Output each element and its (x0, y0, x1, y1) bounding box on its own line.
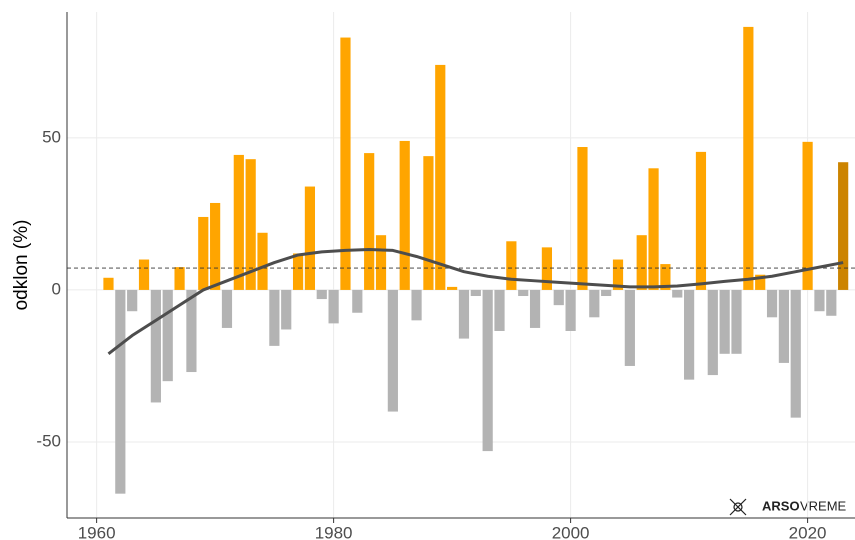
bar (328, 289, 339, 324)
bar (826, 289, 837, 316)
bar (210, 202, 221, 290)
bar (589, 289, 600, 318)
bar (281, 289, 292, 330)
bar (731, 289, 742, 354)
bar (636, 235, 647, 290)
x-tick-label: 1980 (315, 523, 353, 540)
x-tick-label: 2000 (552, 523, 590, 540)
bar (814, 289, 825, 312)
bar (577, 147, 588, 290)
x-tick-label: 2020 (789, 523, 827, 540)
bar (802, 141, 813, 290)
bar (565, 289, 576, 331)
bar (458, 289, 470, 339)
bar (695, 151, 707, 290)
bar (778, 289, 789, 363)
bar (364, 153, 375, 290)
bar (221, 289, 233, 328)
logo: ARSO VREME (729, 498, 847, 516)
bar (482, 289, 493, 452)
y-axis-label: odklon (%) (11, 220, 32, 311)
bar (624, 289, 635, 366)
logo-text: VREME (800, 498, 847, 513)
bar (186, 289, 197, 373)
bar (269, 289, 280, 346)
bar (423, 156, 434, 290)
y-tick-label: -50 (36, 431, 61, 450)
bar (743, 26, 754, 290)
bar (755, 274, 766, 290)
bar (304, 186, 316, 290)
bar (494, 289, 505, 331)
bar (672, 289, 683, 298)
bar (684, 289, 695, 380)
bar (541, 247, 553, 290)
bar (340, 37, 351, 290)
bar (127, 289, 138, 312)
bar (529, 289, 541, 328)
bar (138, 259, 150, 290)
bar (612, 259, 624, 290)
bar (375, 235, 387, 290)
bar (601, 289, 612, 297)
bar (553, 289, 564, 306)
bar (506, 241, 517, 290)
logo-icon (729, 498, 747, 516)
bar (838, 162, 849, 290)
bar (115, 289, 126, 494)
bar (198, 216, 209, 290)
bar (518, 289, 529, 297)
y-tick-label: 0 (52, 279, 61, 298)
x-tick-label: 1960 (78, 523, 116, 540)
bar (174, 267, 185, 290)
bar (352, 289, 363, 313)
bar (411, 289, 422, 321)
bar (233, 154, 244, 290)
bar (399, 140, 410, 290)
bar (790, 289, 801, 418)
bar (470, 289, 481, 297)
bar (387, 289, 398, 412)
bar (245, 159, 256, 290)
trend-line (107, 247, 844, 355)
bar (447, 286, 458, 290)
logo-bold: ARSO (762, 498, 800, 513)
bar (316, 289, 327, 300)
bar (257, 232, 268, 290)
bar (162, 289, 173, 382)
bar (660, 264, 671, 290)
bar (292, 253, 304, 290)
bar (648, 168, 659, 290)
bar (719, 289, 730, 354)
bar (707, 289, 718, 376)
y-tick-label: 50 (42, 127, 61, 146)
bar (150, 289, 161, 403)
bar (766, 289, 778, 318)
bar (435, 64, 446, 290)
bar (103, 277, 114, 290)
